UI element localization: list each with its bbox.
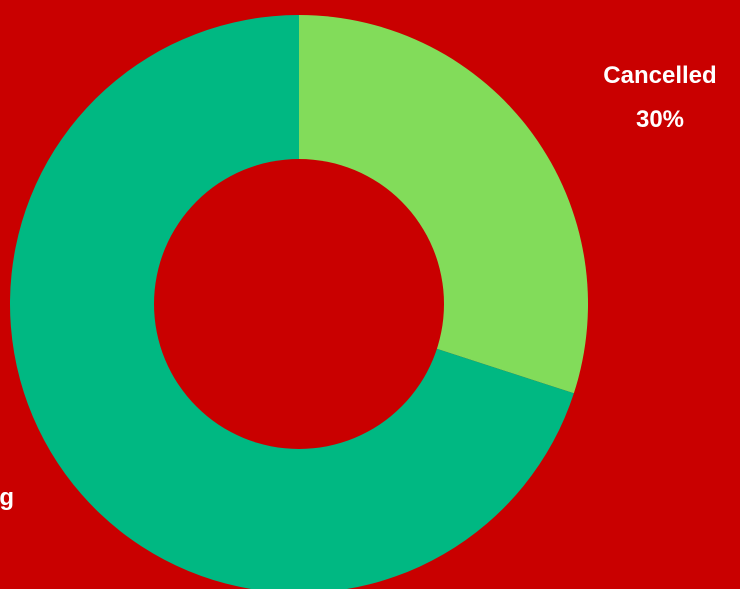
slice-label-other: g — [0, 484, 14, 511]
slice-percent-cancelled: 30% — [636, 106, 684, 133]
slice-label-cancelled: Cancelled — [603, 62, 716, 89]
donut-hole — [154, 159, 444, 449]
